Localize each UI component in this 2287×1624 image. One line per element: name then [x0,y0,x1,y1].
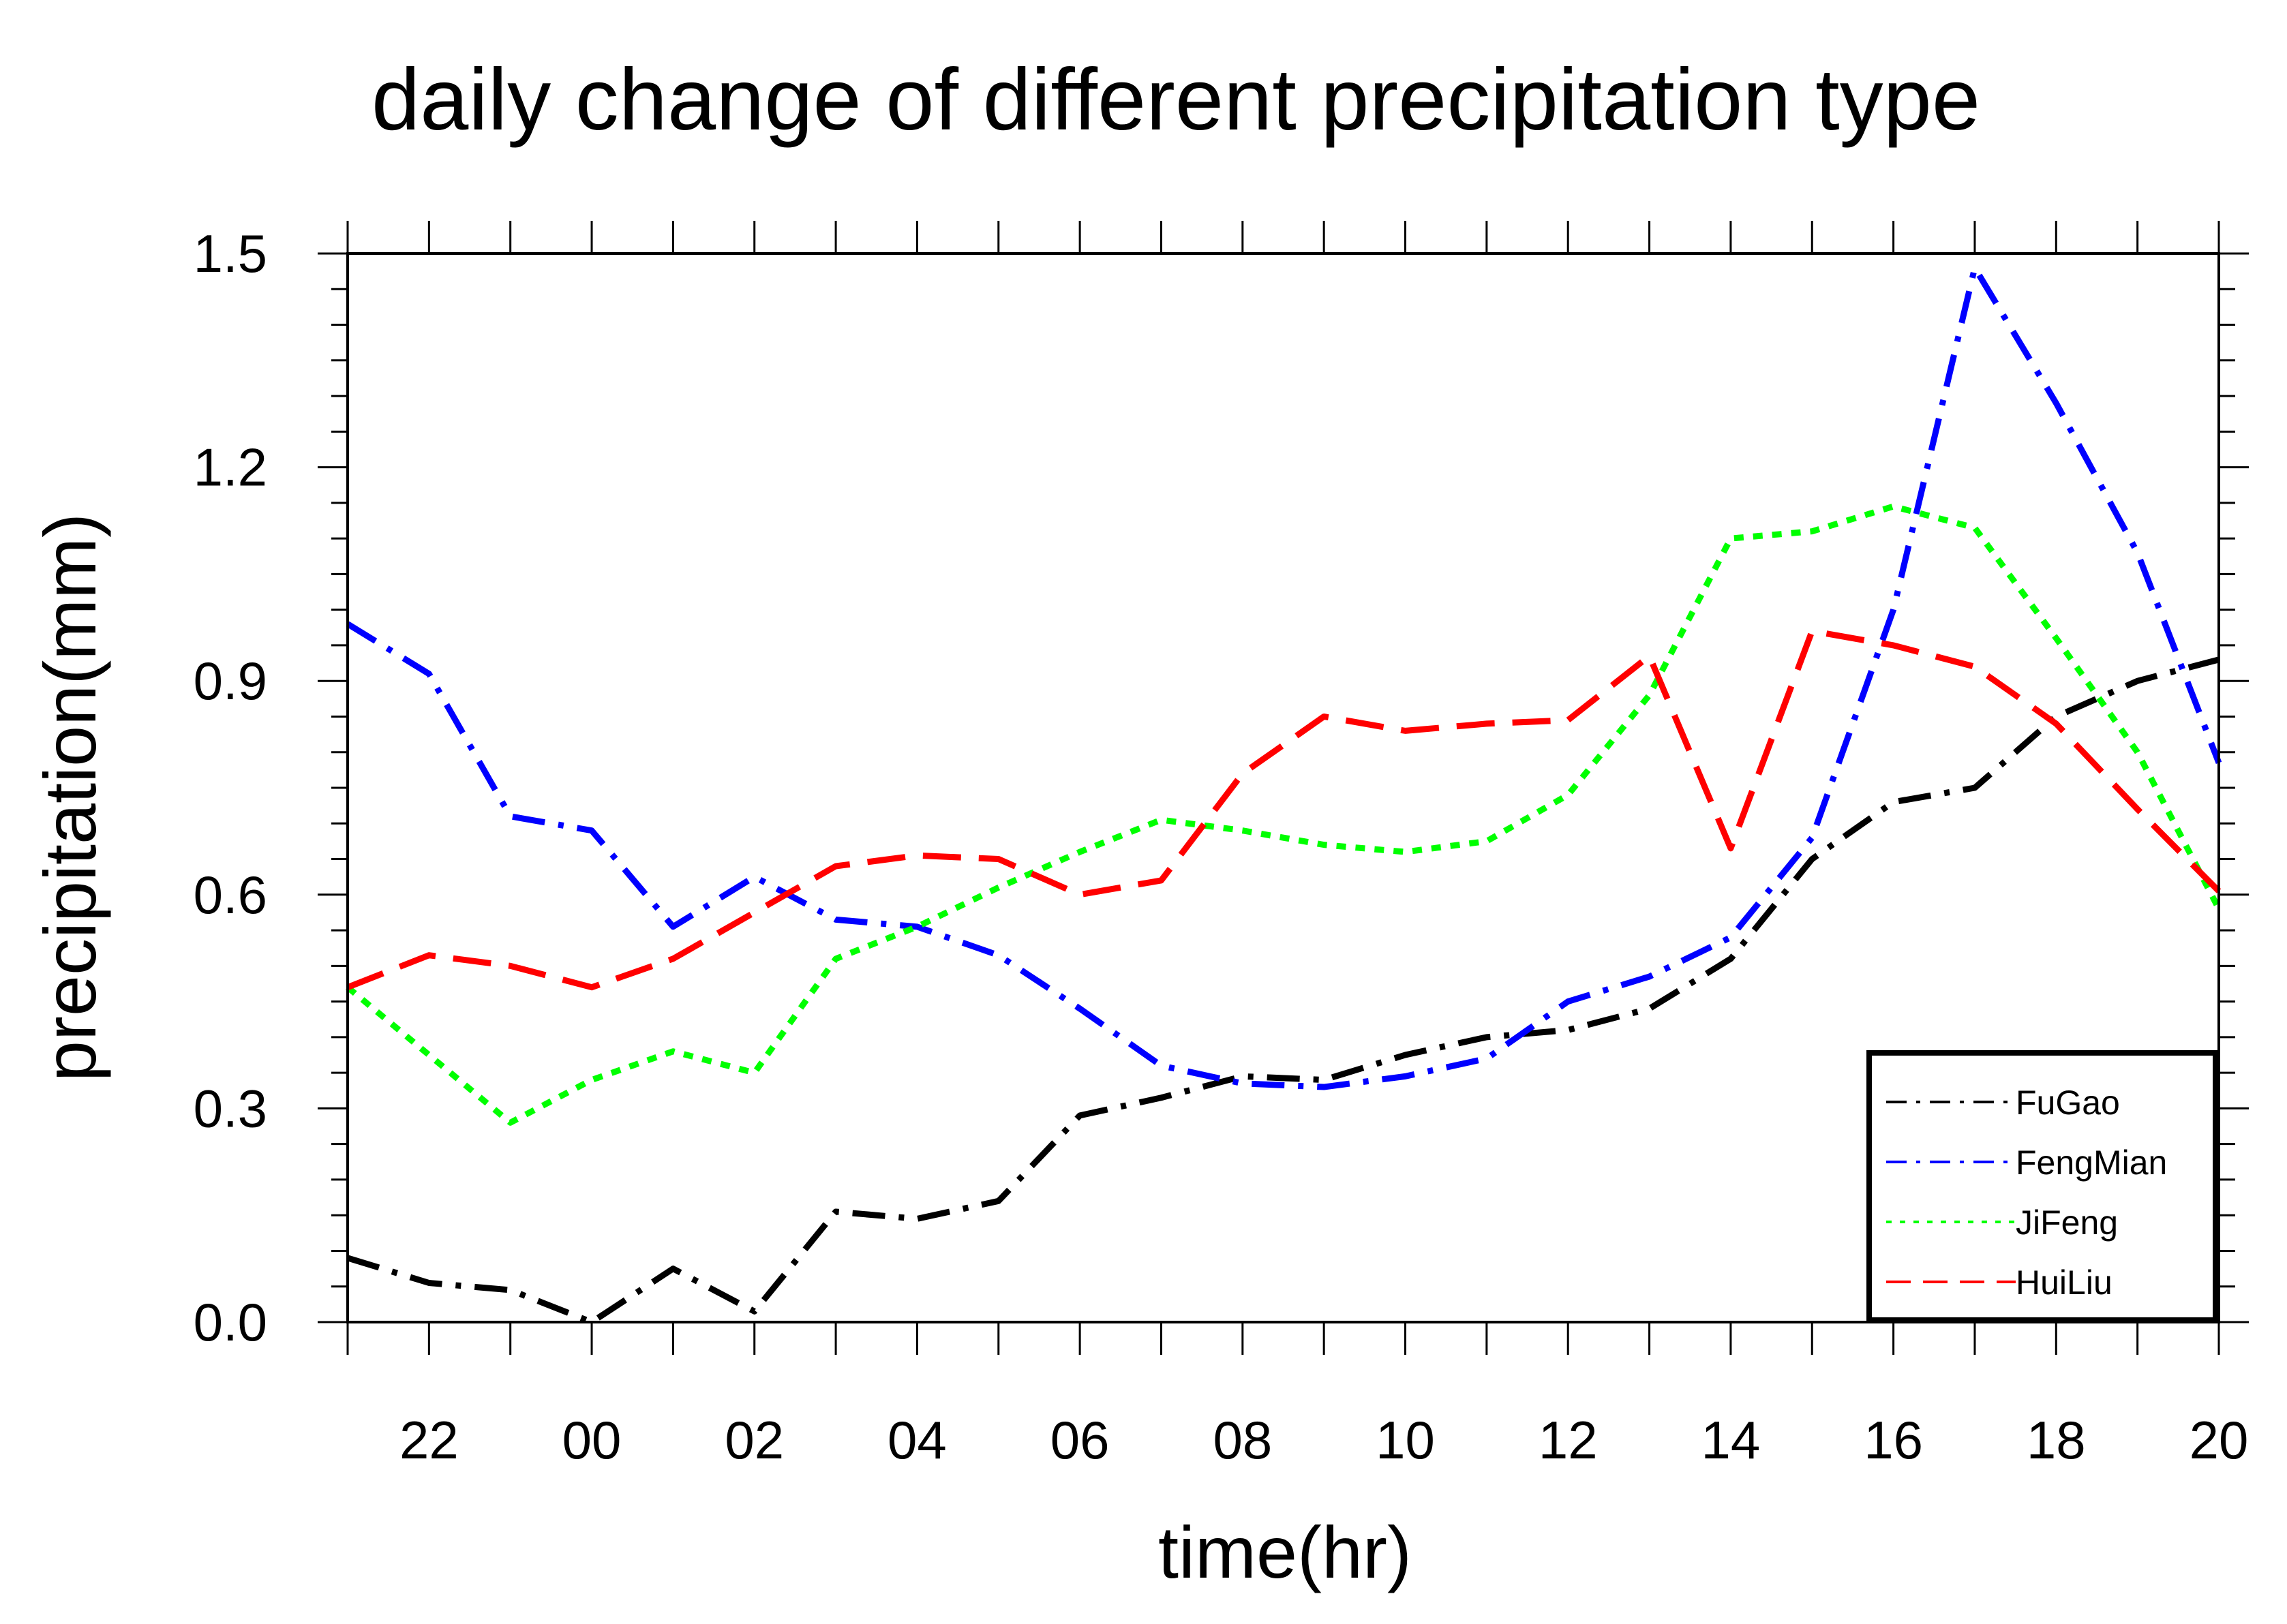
x-tick-label: 06 [1050,1410,1110,1470]
y-tick-label: 1.5 [194,224,267,284]
y-tick-label: 0.9 [194,651,267,711]
y-tick-label: 0.6 [194,865,267,925]
x-tick-labels: 22 00 02 04 06 08 10 12 14 16 18 20 [399,1410,2248,1470]
series-line-jifeng [346,503,2222,1126]
x-tick-label: 12 [1539,1410,1598,1470]
y-tick-label: 0.3 [194,1078,267,1138]
series-line-huiliu [346,628,2222,991]
series-layer [346,264,2222,1326]
axis-ticks [318,221,2249,1355]
x-tick-label: 08 [1213,1410,1272,1470]
x-tick-label: 00 [562,1410,622,1470]
y-tick-label: 0.0 [194,1292,267,1352]
x-tick-label: 10 [1376,1410,1435,1470]
x-tick-label: 18 [2027,1410,2086,1470]
legend: FuGao FengMian JiFeng HuiLiu [1866,1050,2218,1323]
x-tick-label: 04 [888,1410,947,1470]
series-line-fugao [346,656,2220,1326]
y-tick-labels: 0.0 0.3 0.6 0.9 1.2 1.5 [194,224,267,1352]
plot-frame [346,252,2220,1323]
x-tick-label: 20 [2190,1410,2249,1470]
x-tick-label: 16 [1864,1410,1923,1470]
chart-title: daily change of different precipitation … [372,51,1980,149]
x-tick-label: 14 [1701,1410,1761,1470]
legend-entry-label: HuiLiu [2016,1263,2112,1302]
legend-box [1866,1050,2218,1323]
legend-entry-label: FengMian [2016,1144,2167,1182]
y-axis-label: precipitation(mm) [29,513,111,1082]
series-line-fengmian [346,264,2222,1090]
x-axis-label: time(hr) [1158,1511,1412,1593]
x-tick-label: 02 [725,1410,784,1470]
y-tick-label: 1.2 [194,438,267,497]
x-tick-label: 22 [399,1410,459,1470]
legend-entry-label: FuGao [2016,1084,2120,1122]
legend-entry-label: JiFeng [2016,1204,2118,1242]
